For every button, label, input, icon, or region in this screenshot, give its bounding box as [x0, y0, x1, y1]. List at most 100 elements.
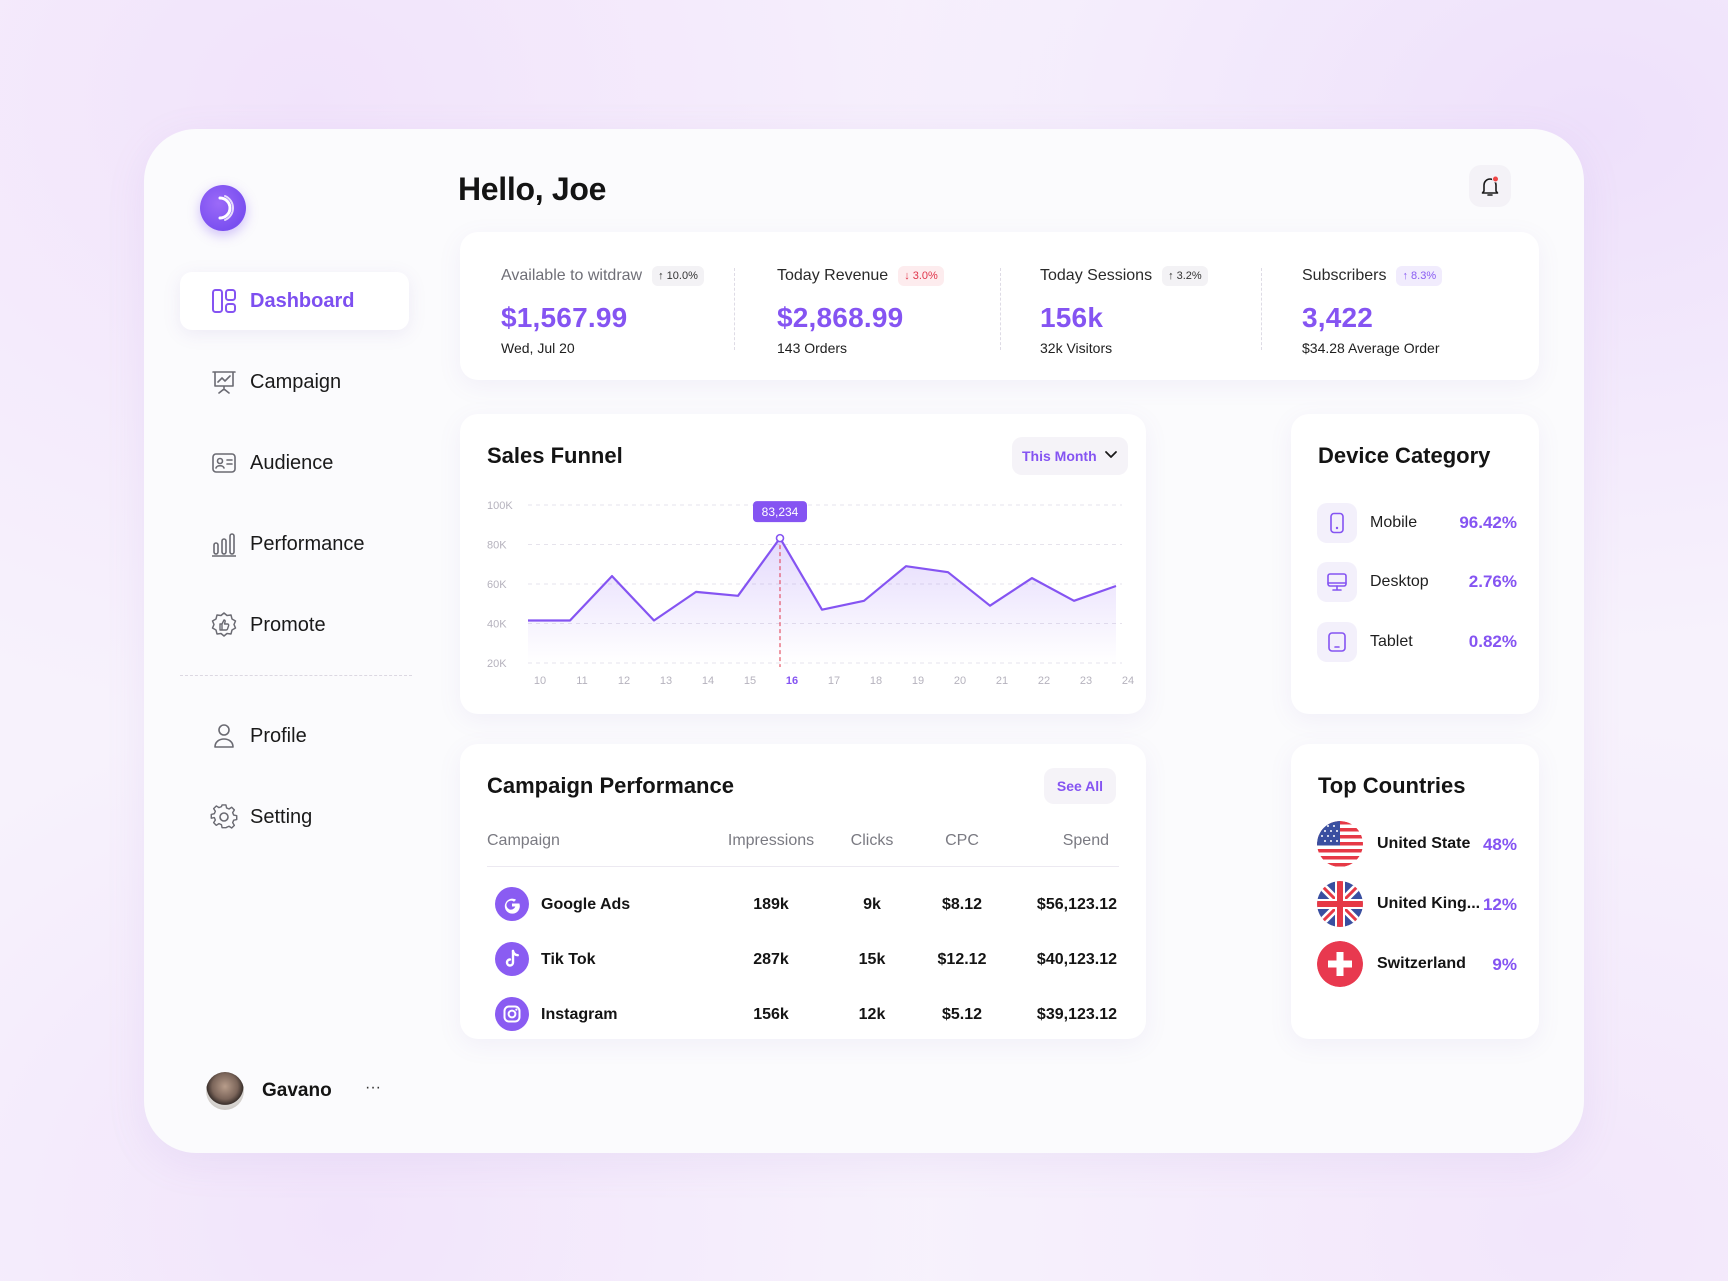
device-pct: 0.82%	[1469, 632, 1517, 652]
stat-subscribers: Subscribers ↑ 8.3% 3,422 $34.28 Average …	[1302, 266, 1442, 356]
device-icon-tile	[1317, 503, 1357, 543]
sidebar-item-setting[interactable]: Setting	[180, 788, 409, 846]
sidebar-item-promote[interactable]: Promote	[180, 596, 409, 654]
period-select[interactable]: This Month	[1012, 437, 1128, 475]
stat-label-text: Subscribers	[1302, 267, 1386, 285]
dashboard-icon	[210, 287, 238, 315]
device-name: Desktop	[1370, 573, 1429, 591]
top-countries-card: Top Countries	[1291, 744, 1539, 1039]
sidebar-item-audience[interactable]: Audience	[180, 434, 409, 492]
device-row-desktop: Desktop 2.76%	[1317, 562, 1517, 602]
stat-value: $2,868.99	[777, 302, 944, 334]
id-card-icon	[210, 449, 238, 477]
sidebar-nav: Dashboard Campaign Audience P	[180, 272, 409, 677]
user-icon	[210, 722, 238, 750]
x-tick-label: 23	[1080, 675, 1092, 687]
country-pct: 9%	[1492, 955, 1517, 975]
table-divider	[487, 866, 1119, 867]
area-fill	[528, 538, 1116, 663]
campaign-icon-tile	[495, 942, 529, 976]
stat-label: Today Revenue ↓ 3.0%	[777, 266, 944, 286]
more-options-button[interactable]: ···	[356, 1074, 390, 1108]
instagram-icon	[495, 997, 529, 1031]
column-header-clicks[interactable]: Clicks	[842, 832, 902, 850]
swiss-flag-icon	[1317, 941, 1363, 987]
table-row[interactable]: Google Ads 189k 9k $8.12 $56,123.12	[487, 887, 1119, 923]
x-tick-label: 24	[1122, 675, 1134, 687]
change-badge: ↑ 3.2%	[1162, 266, 1208, 286]
cpc-cell: $12.12	[932, 951, 992, 969]
sidebar-item-dashboard[interactable]: Dashboard	[180, 272, 409, 330]
spend-cell: $39,123.12	[1007, 1006, 1117, 1024]
change-badge: ↑ 8.3%	[1396, 266, 1442, 286]
desktop-icon	[1326, 571, 1348, 593]
moon-logo-icon	[200, 185, 246, 231]
x-tick-label: 11	[576, 675, 587, 687]
country-name: United State	[1377, 835, 1470, 853]
device-name: Mobile	[1370, 514, 1417, 532]
sidebar-item-label: Promote	[250, 614, 326, 637]
table-header: Campaign Impressions Clicks CPC Spend	[487, 832, 1119, 852]
change-value: 3.2%	[1177, 266, 1202, 286]
bell-icon	[1478, 174, 1502, 198]
presentation-icon	[210, 368, 238, 396]
x-tick-label: 20	[954, 675, 966, 687]
table-row[interactable]: Tik Tok 287k 15k $12.12 $40,123.12	[487, 942, 1119, 978]
card-title: Sales Funnel	[487, 443, 623, 469]
sidebar-divider	[180, 675, 412, 676]
spend-cell: $40,123.12	[1007, 951, 1117, 969]
x-tick-label: 19	[912, 675, 924, 687]
x-tick-label: 21	[996, 675, 1008, 687]
table-row[interactable]: Instagram 156k 12k $5.12 $39,123.12	[487, 997, 1119, 1033]
sidebar-item-profile[interactable]: Profile	[180, 707, 409, 765]
x-tick-label: 10	[534, 675, 546, 687]
column-header-impressions[interactable]: Impressions	[721, 832, 821, 850]
app-logo[interactable]	[200, 185, 246, 231]
change-value: 10.0%	[667, 266, 698, 286]
sidebar-item-label: Setting	[250, 806, 312, 829]
user-name: Gavano	[262, 1080, 332, 1102]
tiktok-icon	[495, 942, 529, 976]
column-header-cpc[interactable]: CPC	[932, 832, 992, 850]
device-pct: 2.76%	[1469, 572, 1517, 592]
campaign-name: Tik Tok	[541, 951, 596, 969]
sidebar-item-label: Campaign	[250, 371, 341, 394]
google-icon	[495, 887, 529, 921]
gear-icon	[210, 803, 238, 831]
country-name: Switzerland	[1377, 955, 1466, 973]
notification-button[interactable]	[1469, 165, 1511, 207]
cpc-cell: $8.12	[932, 896, 992, 914]
clicks-cell: 9k	[847, 896, 897, 914]
app-window: Dashboard Campaign Audience P	[144, 129, 1584, 1153]
stat-revenue: Today Revenue ↓ 3.0% $2,868.99 143 Order…	[777, 266, 944, 356]
device-name: Tablet	[1370, 633, 1413, 651]
country-pct: 48%	[1483, 835, 1517, 855]
see-all-button[interactable]: See All	[1044, 768, 1116, 804]
sidebar-item-performance[interactable]: Performance	[180, 515, 409, 573]
user-profile[interactable]: Gavano ···	[206, 1069, 396, 1113]
sidebar-item-campaign[interactable]: Campaign	[180, 353, 409, 411]
y-tick-label: 20K	[487, 658, 507, 670]
campaign-performance-card: Campaign Performance See All Campaign Im…	[460, 744, 1146, 1039]
device-row-mobile: Mobile 96.42%	[1317, 503, 1517, 543]
column-header-campaign[interactable]: Campaign	[487, 832, 560, 850]
column-header-spend[interactable]: Spend	[1027, 832, 1109, 850]
campaign-icon-tile	[495, 887, 529, 921]
stat-label: Subscribers ↑ 8.3%	[1302, 266, 1442, 286]
tablet-icon	[1326, 631, 1348, 653]
badge-thumb-icon	[210, 611, 238, 639]
sidebar-item-label: Performance	[250, 533, 365, 556]
spend-cell: $56,123.12	[1007, 896, 1117, 914]
stat-label: Available to witdraw ↑ 10.0%	[501, 266, 704, 286]
cpc-cell: $5.12	[932, 1006, 992, 1024]
stat-value: $1,567.99	[501, 302, 704, 334]
avatar[interactable]	[206, 1072, 244, 1110]
device-category-card: Device Category Mobile 96.42% Desktop 2.…	[1291, 414, 1539, 714]
stat-sub: 143 Orders	[777, 340, 944, 356]
x-tick-label: 12	[618, 675, 630, 687]
stat-sub: Wed, Jul 20	[501, 340, 704, 356]
divider	[1000, 268, 1001, 350]
device-pct: 96.42%	[1459, 513, 1517, 533]
country-name: United King...	[1377, 895, 1480, 913]
stat-available: Available to witdraw ↑ 10.0% $1,567.99 W…	[501, 266, 704, 356]
